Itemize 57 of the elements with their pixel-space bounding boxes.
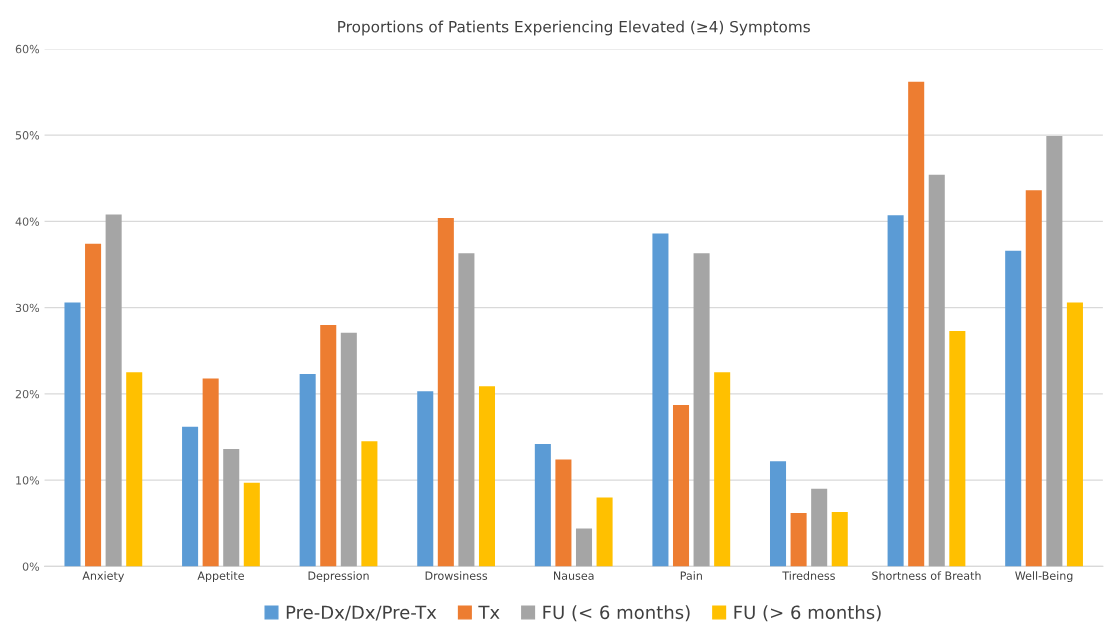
- y-tick-label: 60%: [15, 44, 40, 54]
- x-tick-label: Well-Being: [1015, 571, 1073, 583]
- x-tick-label: Pain: [680, 571, 702, 580]
- bar: [1005, 250, 1022, 567]
- x-tick-label: Depression: [308, 571, 369, 583]
- y-tick-label: 40%: [15, 217, 40, 226]
- chart-title: Proportions of Patients Experiencing Elevated (≥4) Symptoms: [338, 20, 810, 36]
- bar: [105, 214, 122, 567]
- bar: [575, 528, 593, 567]
- bar: [928, 174, 945, 567]
- bar: [693, 253, 710, 567]
- bar: [85, 243, 102, 567]
- bar: [652, 233, 669, 567]
- bar: [714, 372, 731, 567]
- bar: [478, 386, 496, 567]
- bar: [243, 482, 260, 567]
- bar: [340, 332, 357, 567]
- bar: [770, 461, 787, 567]
- bar: [417, 391, 434, 567]
- bar: [790, 512, 807, 567]
- legend-label: FU (< 6 months): [543, 605, 690, 622]
- bar: [223, 449, 240, 567]
- legend-label: Pre-Dx/Dx/Pre-Tx: [286, 605, 437, 621]
- bar: [182, 426, 199, 567]
- y-tick-label: 10%: [16, 476, 40, 485]
- x-tick-label: Drowsiness: [425, 571, 488, 580]
- bar: [887, 215, 904, 567]
- y-tick-label: 20%: [15, 389, 40, 399]
- bar: [1066, 302, 1083, 567]
- bar: [1025, 190, 1042, 567]
- legend-label: FU (> 6 months): [734, 605, 881, 622]
- x-tick-label: Tiredness: [782, 571, 835, 580]
- bar: [458, 253, 475, 567]
- bar: [555, 459, 572, 567]
- x-tick-label: Anxiety: [82, 571, 125, 583]
- bar: [949, 330, 966, 567]
- bar: [596, 497, 613, 567]
- bar: [1046, 136, 1063, 567]
- bar: [672, 405, 690, 567]
- y-tick-label: 30%: [15, 303, 40, 313]
- bar: [126, 372, 143, 567]
- bar: [202, 378, 219, 567]
- bar: [299, 374, 316, 567]
- bar: [64, 302, 81, 567]
- legend-label: Tx: [478, 605, 500, 619]
- bar: [320, 324, 337, 567]
- bar: [534, 443, 551, 567]
- x-tick-label: Nausea: [554, 571, 594, 580]
- y-tick-label: 50%: [15, 131, 40, 140]
- bar: [361, 441, 378, 567]
- bar: [811, 488, 828, 567]
- x-tick-label: Shortness of Breath: [872, 571, 981, 580]
- bar: [437, 217, 454, 567]
- y-tick-label: 0%: [22, 562, 40, 571]
- bar: [908, 81, 925, 567]
- x-tick-label: Appetite: [197, 571, 244, 583]
- bar: [831, 512, 848, 567]
